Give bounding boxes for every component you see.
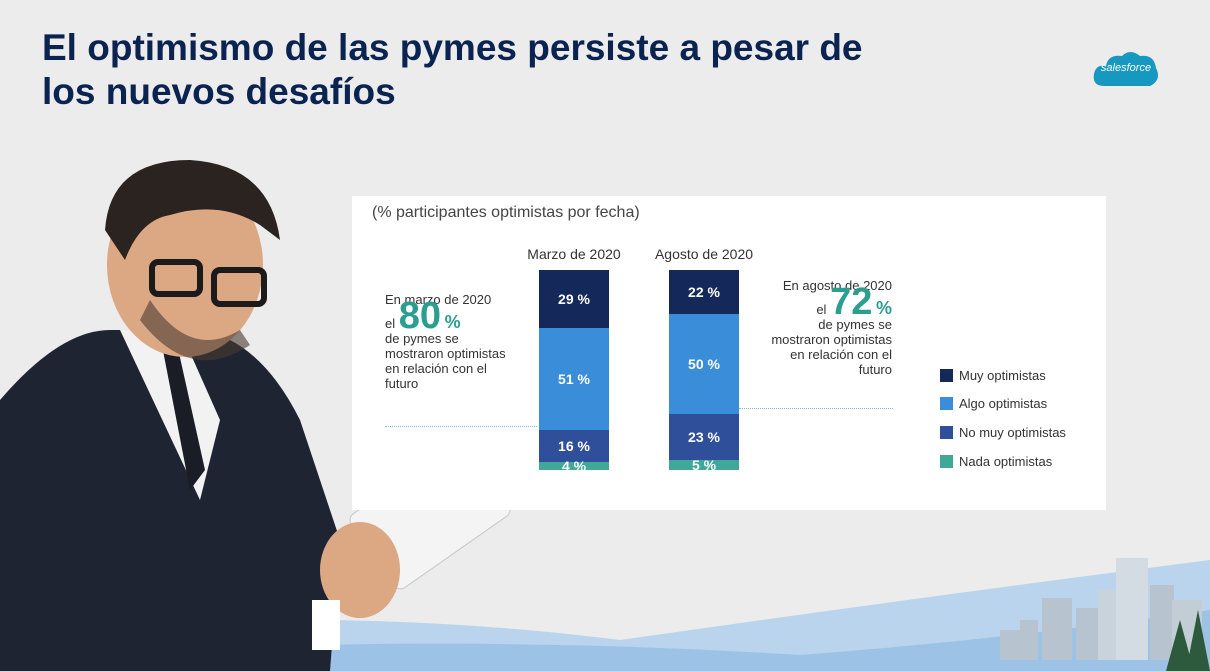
callout-august-line2: de pymes se xyxy=(818,317,892,332)
legend-label-algo: Algo optimistas xyxy=(959,396,1048,411)
legend-swatch-algo xyxy=(940,397,953,410)
salesforce-logo-text: salesforce xyxy=(1100,62,1152,74)
callout-march-line5: futuro xyxy=(385,376,419,391)
bar-segment-muy-august xyxy=(669,270,739,314)
callout-march-line3: mostraron optimistas xyxy=(385,346,506,361)
legend-label-nada: Nada optimistas xyxy=(959,454,1053,469)
data-label-algo-march: 51 % xyxy=(558,371,590,387)
legend-item-no-muy: No muy optimistas xyxy=(940,425,1066,440)
callout-august-el: el xyxy=(816,302,827,317)
callout-march-el: el xyxy=(385,316,396,331)
legend-item-nada: Nada optimistas xyxy=(940,454,1052,469)
callout-march-line1: En marzo de 2020 xyxy=(385,292,492,307)
data-label-nada-august: 5 % xyxy=(692,457,717,473)
legend-swatch-muy xyxy=(940,369,953,382)
data-label-algo-august: 50 % xyxy=(688,356,720,372)
data-label-muy-march: 29 % xyxy=(558,291,590,307)
legend-label-no-muy: No muy optimistas xyxy=(959,425,1066,440)
legend-swatch-nada xyxy=(940,455,953,468)
data-label-muy-august: 22 % xyxy=(688,284,720,300)
bar-segment-nada-august xyxy=(669,460,739,470)
callout-march-value: 80 xyxy=(398,295,442,337)
legend-item-muy: Muy optimistas xyxy=(940,368,1046,383)
callout-august-guide xyxy=(739,408,893,409)
slide-title: El optimismo de las pymes persiste a pes… xyxy=(42,27,863,112)
category-label-march: Marzo de 2020 xyxy=(527,246,621,262)
data-label-no-muy-august: 23 % xyxy=(688,429,720,445)
callout-march-line4: en relación con el xyxy=(385,361,487,376)
bar-segment-algo-march xyxy=(539,328,609,430)
legend-swatch-no-muy xyxy=(940,426,953,439)
legend-label-muy: Muy optimistas xyxy=(959,368,1046,383)
bar-segment-no-muy-march xyxy=(539,430,609,462)
callout-august-line5: futuro xyxy=(858,362,892,377)
callout-august-line3: mostraron optimistas xyxy=(771,332,892,347)
salesforce-logo xyxy=(1093,52,1158,86)
callout-march-pct: % xyxy=(444,312,461,332)
callout-august: En agosto de 2020 el 72 % de pymes se mo… xyxy=(742,278,892,377)
category-label-august: Agosto de 2020 xyxy=(654,246,754,262)
bar-segment-algo-august xyxy=(669,314,739,414)
bar-segment-muy-march xyxy=(539,270,609,328)
callout-august-pct: % xyxy=(875,298,892,318)
city-skyline xyxy=(1000,558,1202,660)
callout-august-value: 72 xyxy=(830,281,873,323)
bar-segment-no-muy-august xyxy=(669,414,739,460)
callout-august-line1: En agosto de 2020 xyxy=(782,278,892,293)
bar-segment-nada-march xyxy=(539,462,609,470)
callout-august-line4: en relación con el xyxy=(790,347,892,362)
callout-march: En marzo de 2020 el 80 % de pymes se mos… xyxy=(385,292,506,391)
data-label-nada-march: 4 % xyxy=(562,458,587,474)
chart-title: (% participantes optimistas por fecha) xyxy=(372,204,640,221)
callout-march-guide xyxy=(385,426,537,427)
legend-item-algo: Algo optimistas xyxy=(940,396,1047,411)
callout-march-line2: de pymes se xyxy=(385,331,459,346)
data-label-no-muy-march: 16 % xyxy=(558,438,590,454)
